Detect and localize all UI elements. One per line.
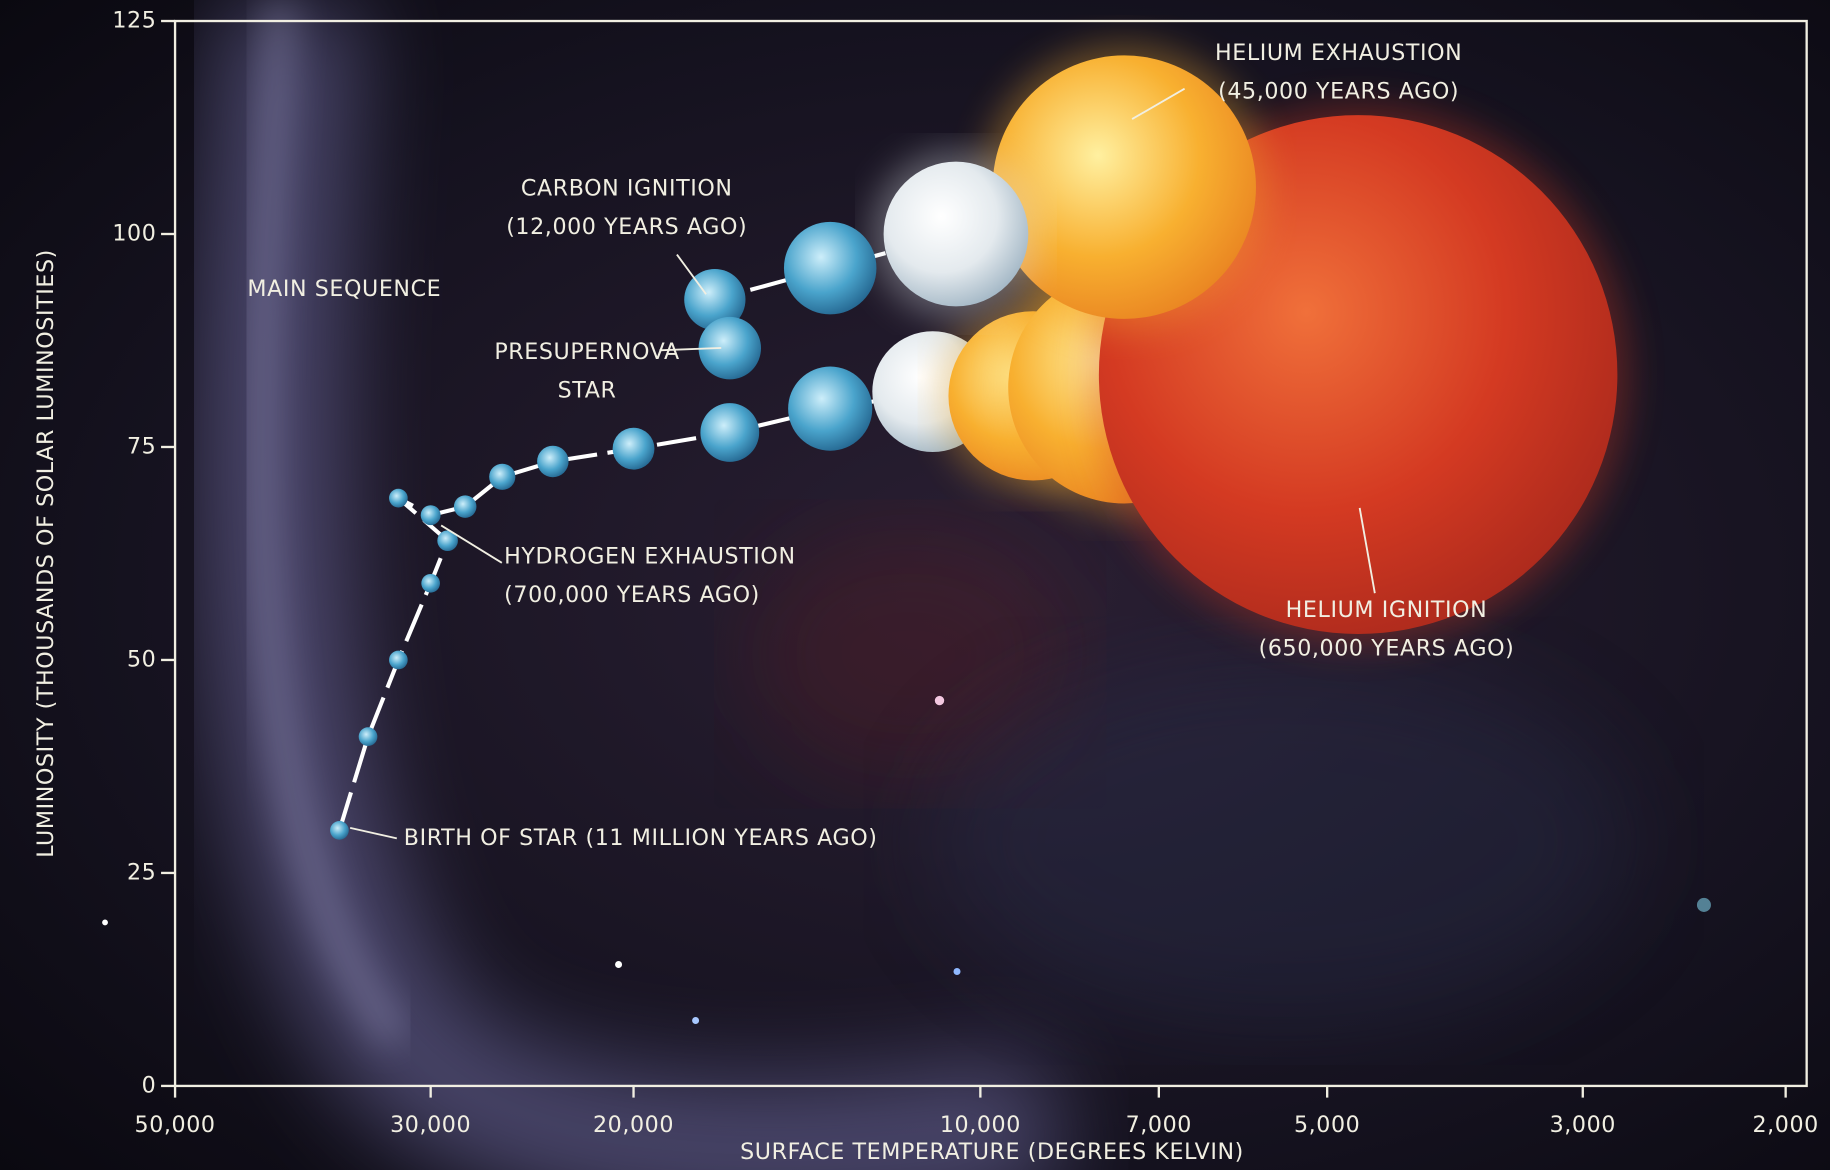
x-tick-label: 20,000 xyxy=(593,1112,674,1138)
bg-star xyxy=(692,1017,700,1025)
star xyxy=(992,55,1256,319)
star xyxy=(700,403,760,462)
background-stars xyxy=(102,695,1711,1025)
annotation: (45,000 YEARS AGO) xyxy=(1218,79,1459,105)
star xyxy=(453,495,477,518)
y-axis-label: LUMINOSITY (THOUSANDS OF SOLAR LUMINOSIT… xyxy=(33,249,59,858)
annotation: (650,000 YEARS AGO) xyxy=(1259,636,1515,662)
bg-star xyxy=(615,960,623,968)
annotation: STAR xyxy=(558,378,617,404)
evolution-track xyxy=(337,184,1364,831)
x-tick-label: 50,000 xyxy=(135,1112,216,1138)
star xyxy=(698,316,762,380)
star xyxy=(783,221,877,315)
annotation: HYDROGEN EXHAUSTION xyxy=(504,543,795,569)
y-tick-label: 100 xyxy=(112,220,156,246)
x-axis-label: SURFACE TEMPERATURE (DEGREES KELVIN) xyxy=(740,1139,1244,1165)
bg-star xyxy=(1696,897,1711,912)
annotation: (12,000 YEARS AGO) xyxy=(506,214,747,240)
y-tick-label: 50 xyxy=(127,646,156,672)
annotation-leader xyxy=(659,347,722,352)
x-tick-label: 3,000 xyxy=(1550,1112,1616,1138)
annotation: CARBON IGNITION xyxy=(521,176,733,202)
bg-star xyxy=(102,919,108,926)
star xyxy=(489,463,516,490)
annotation: (700,000 YEARS AGO) xyxy=(504,582,760,608)
nebula-glow xyxy=(933,653,1634,1028)
plot-frame xyxy=(173,19,1808,1088)
star xyxy=(389,488,408,508)
annotation-leader xyxy=(1358,507,1376,594)
x-tick-label: 10,000 xyxy=(940,1112,1021,1138)
annotation: MAIN SEQUENCE xyxy=(247,276,441,302)
star xyxy=(537,445,569,478)
star xyxy=(421,573,440,593)
annotation-leader xyxy=(1131,87,1186,120)
star xyxy=(420,505,441,526)
annotation-leader xyxy=(349,826,398,840)
star xyxy=(612,427,655,470)
star xyxy=(330,821,349,840)
annotation: HELIUM IGNITION xyxy=(1286,597,1488,623)
y-tick-label: 75 xyxy=(127,433,156,459)
annotation: BIRTH OF STAR (11 MILLION YEARS AGO) xyxy=(404,825,878,851)
annotation: PRESUPERNOVA xyxy=(494,339,679,365)
bg-star xyxy=(934,695,945,706)
y-tick-label: 25 xyxy=(127,859,156,885)
annotation: HELIUM EXHAUSTION xyxy=(1215,40,1462,66)
star xyxy=(788,366,873,451)
x-tick-label: 5,000 xyxy=(1294,1112,1360,1138)
nebula-glow xyxy=(746,525,1074,783)
annotation-leader xyxy=(440,524,503,564)
plot-area: 0 25 50 75 100 125 50,000 30,000 20,000 10,000 7,0… xyxy=(33,8,1818,1165)
y-tick-label: 0 xyxy=(142,1072,157,1098)
star xyxy=(437,530,458,551)
star xyxy=(883,161,1029,307)
annotation-leader xyxy=(676,253,707,295)
x-tick-label: 7,000 xyxy=(1126,1112,1192,1138)
y-tick-label: 125 xyxy=(112,8,156,34)
x-tick-label: 30,000 xyxy=(390,1112,471,1138)
bg-star xyxy=(953,967,961,975)
star xyxy=(358,727,378,746)
main-sequence-core xyxy=(243,0,411,1051)
x-tick-label: 2,000 xyxy=(1752,1112,1818,1138)
star xyxy=(389,650,408,670)
